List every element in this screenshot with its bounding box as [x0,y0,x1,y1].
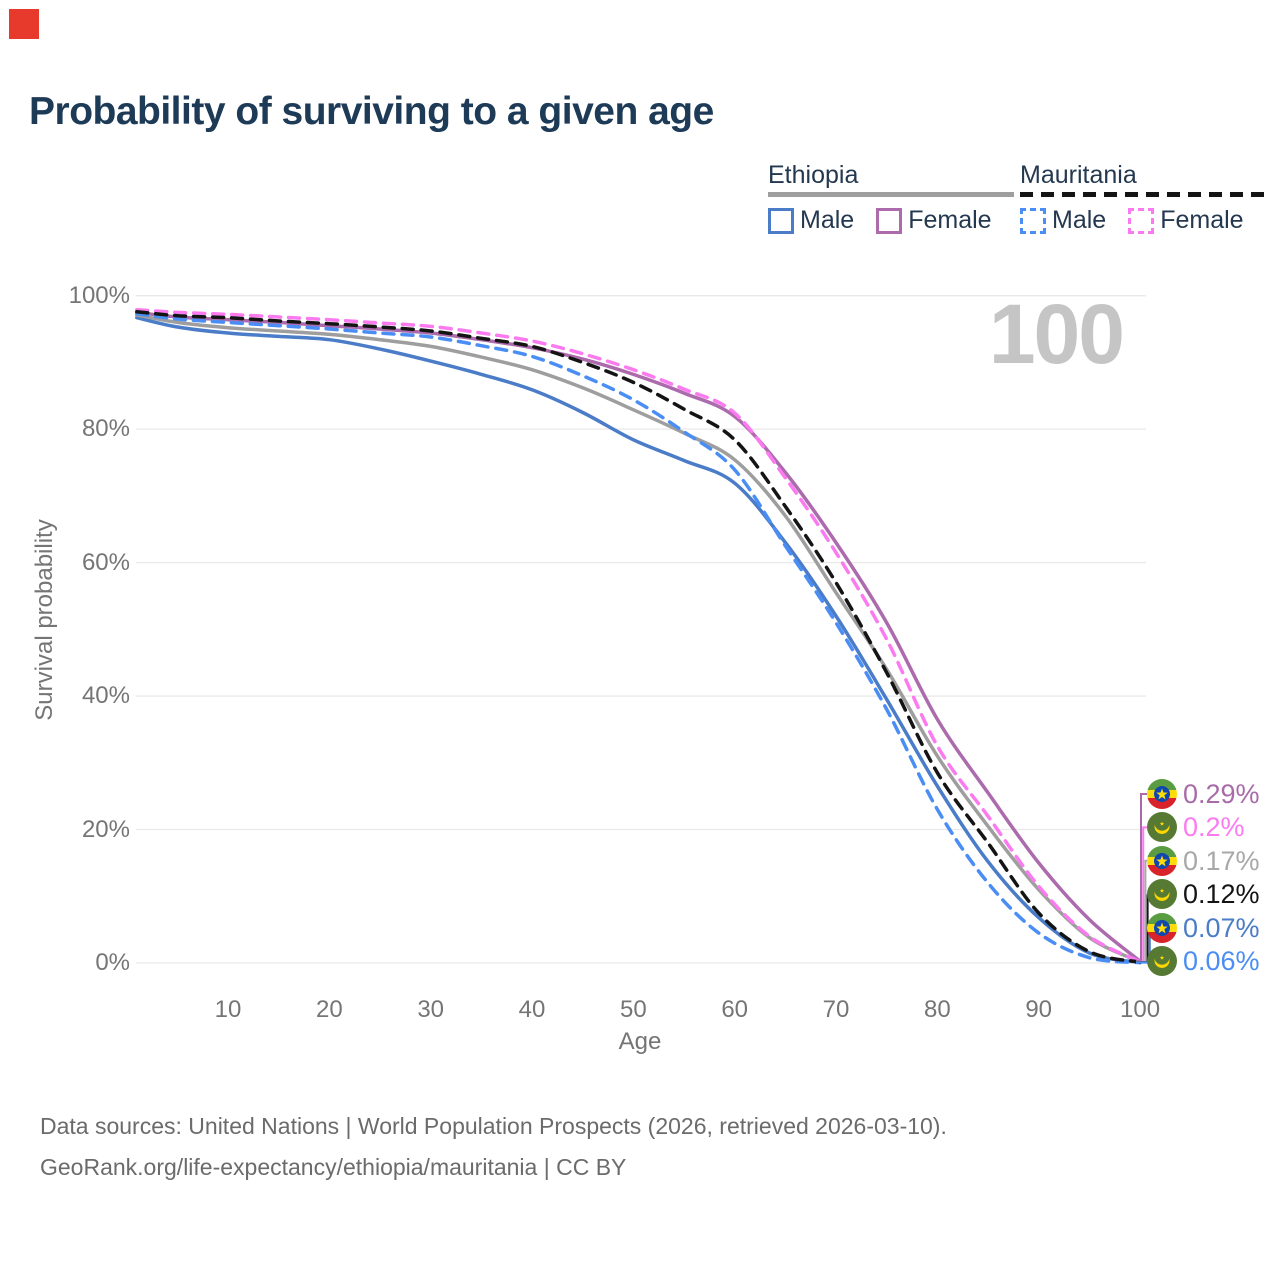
y-tick-20%: 20% [81,815,130,843]
mauritania-flag-icon [1147,812,1177,843]
legend-group-mauritania: Mauritania Male Female [1020,162,1266,235]
legend-item-ethiopia-female: Female [876,206,992,235]
curve-mauritania-both-sexes [135,309,1142,964]
page-title: Probability of surviving to a given age [29,90,714,133]
ethiopia-flag [1147,845,1177,876]
end-value-text: 0.29% [1183,779,1260,809]
y-tick-80%: 80% [81,415,130,443]
legend-item-label: Female [908,206,992,234]
x-tick-80: 80 [924,996,951,1023]
end-value-text: 0.07% [1183,912,1260,943]
curve-ethiopia-male [135,315,1142,965]
end-value-text: 0.06% [1183,946,1260,976]
y-tick-100%: 100% [68,281,130,309]
y-tick-40%: 40% [81,682,130,710]
end-label-row-ethiopia-female: 0.29% [1147,778,1260,810]
end-value-text: 0.12% [1183,879,1260,910]
footer: Data sources: United Nations | World Pop… [40,1106,947,1188]
curve-ethiopia-both-sexes [135,313,1142,964]
end-label-row-mauritania-male: 0.06% [1147,945,1260,977]
x-tick-100: 100 [1119,996,1161,1023]
mauritania-female-swatch [1128,207,1155,234]
legend-ethiopia-line-swatch [768,192,1014,197]
end-label-row-ethiopia-both-sexes: 0.17% [1147,845,1260,877]
legend-mauritania-line-swatch [1020,192,1266,197]
ethiopia-flag-icon [1147,845,1177,876]
ethiopia-male-swatch [768,207,794,234]
curve-ethiopia-female [135,310,1142,963]
legend-country-label: Mauritania [1020,161,1137,189]
x-tick-90: 90 [1025,996,1053,1023]
x-axis-title: Age [618,1028,662,1055]
mauritania-flag-icon [1147,879,1177,910]
ethiopia-flag-icon [1147,912,1177,943]
x-tick-50: 50 [620,996,647,1023]
y-tick-60%: 60% [81,548,130,576]
mauritania-flag [1147,946,1177,976]
end-label-row-mauritania-both-sexes: 0.12% [1147,878,1260,910]
end-label-connector [1136,893,1149,964]
data-sources-line: Data sources: United Nations | World Pop… [40,1113,947,1139]
legend-group-ethiopia: Ethiopia Male Female [768,162,1014,235]
x-tick-30: 30 [417,996,445,1023]
legend-item-ethiopia-male: Male [768,206,854,235]
mauritania-flag [1147,879,1177,910]
curve-mauritania-male [135,311,1142,965]
x-tick-70: 70 [822,996,850,1023]
y-axis-title: Survival probability [31,519,58,721]
curve-mauritania-female [135,307,1142,964]
ethiopia-flag [1147,779,1177,809]
x-tick-10: 10 [214,996,242,1023]
age-counter-watermark: 100 [988,287,1125,381]
ethiopia-flag [1147,912,1177,943]
attribution-line: GeoRank.org/life-expectancy/ethiopia/mau… [40,1154,627,1180]
legend-item-label: Male [800,206,855,234]
end-label-row-mauritania-female: 0.2% [1147,811,1245,843]
legend-item-label: Male [1052,206,1107,234]
ethiopia-flag-icon [1147,779,1177,809]
end-value-text: 0.17% [1183,845,1260,876]
mauritania-flag [1147,812,1177,843]
mauritania-male-swatch [1020,207,1046,234]
legend-item-mauritania-male: Male [1020,206,1106,235]
legend-item-mauritania-female: Female [1128,206,1244,235]
legend-item-label: Female [1160,206,1244,234]
x-tick-60: 60 [721,996,749,1023]
legend-country-label: Ethiopia [768,161,859,189]
red-annotation-marker [9,9,39,39]
end-label-connector [1136,859,1147,963]
end-label-connector [1136,826,1147,963]
y-tick-0%: 0% [95,949,130,976]
ethiopia-female-swatch [876,207,903,234]
x-tick-20: 20 [316,996,343,1023]
x-tick-40: 40 [518,996,546,1023]
end-label-row-ethiopia-male: 0.07% [1147,912,1260,944]
end-label-connector [1136,793,1147,963]
mauritania-flag-icon [1147,946,1177,976]
end-value-text: 0.2% [1183,812,1245,843]
